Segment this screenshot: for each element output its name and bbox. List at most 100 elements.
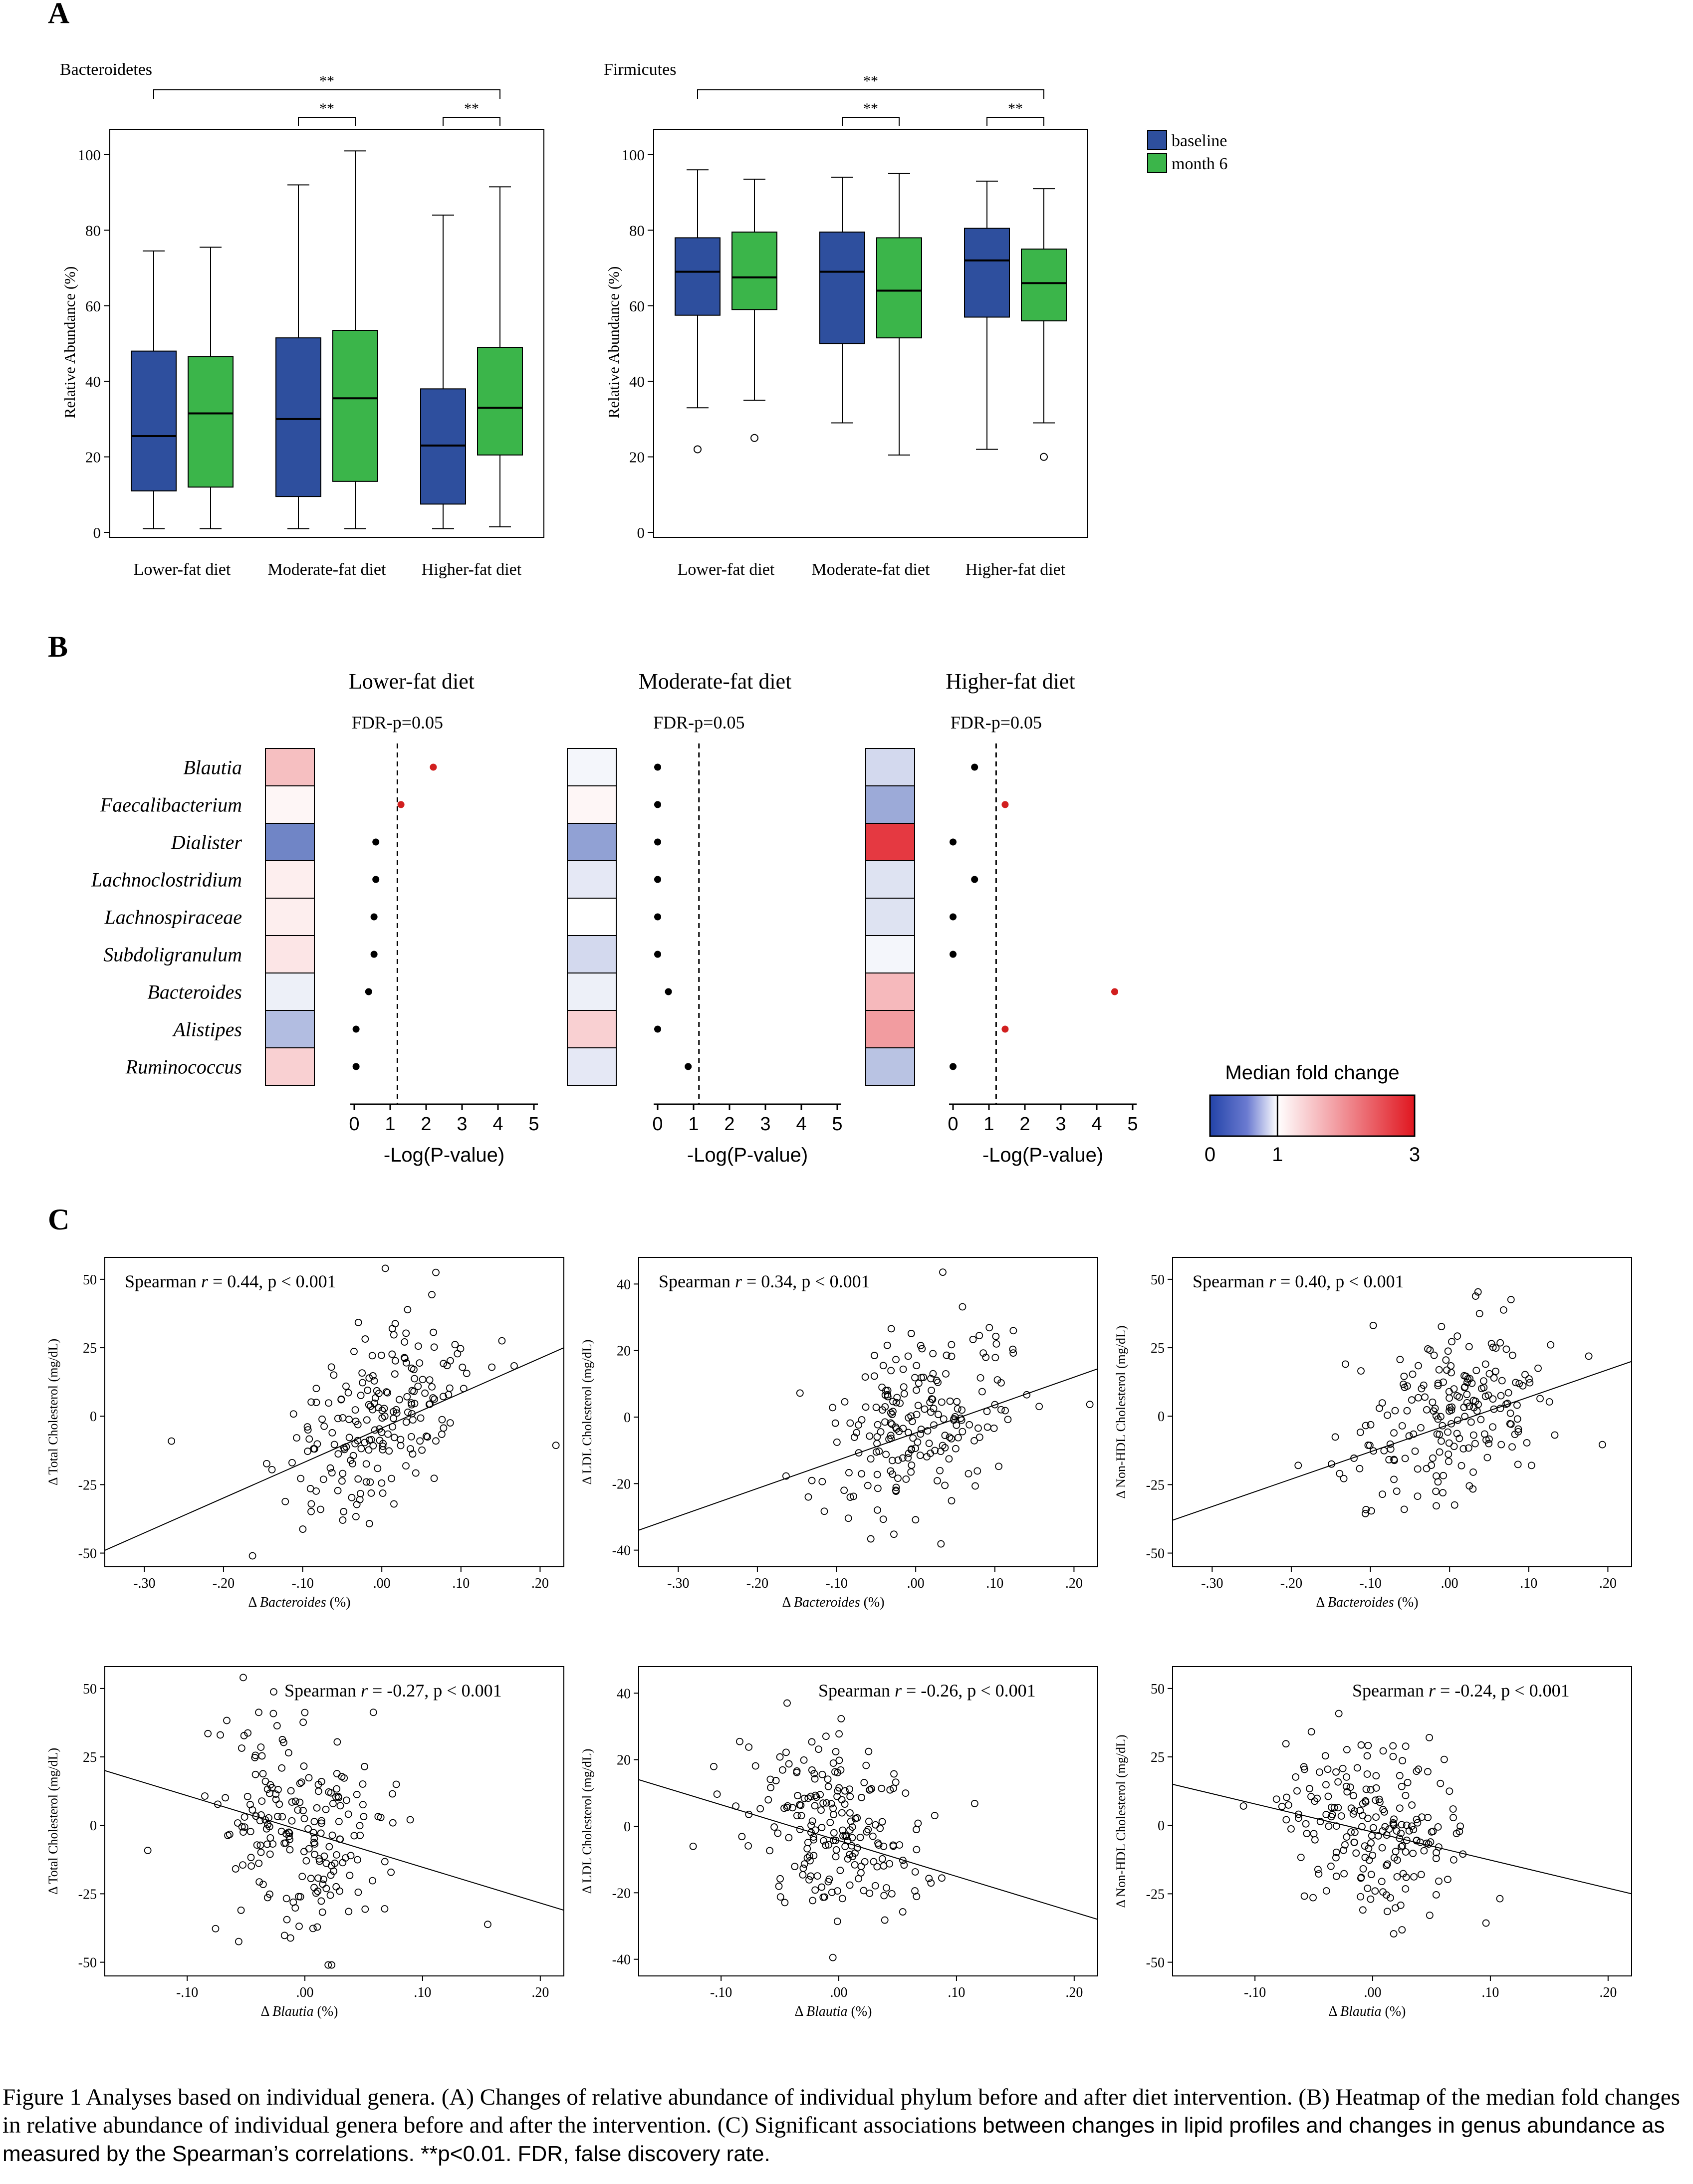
x-tick-label: 5 (528, 1114, 539, 1135)
x-axis-label: Δ Blautia (%) (261, 2004, 338, 2019)
scatter-point (886, 1860, 894, 1868)
scatter-point (1429, 1454, 1437, 1462)
scatter-point (362, 1478, 370, 1486)
scatter-point (832, 1846, 840, 1854)
x-label-pre: Δ (1329, 2004, 1340, 2019)
scatter-point (397, 1436, 405, 1444)
scatter-point (1536, 1395, 1544, 1403)
stat-rest: = -0.24, p < 0.001 (1436, 1681, 1570, 1700)
scatter-point (305, 1774, 313, 1782)
plot-frame (653, 129, 1088, 538)
legend-swatch (1147, 153, 1167, 173)
scatter-point (830, 1829, 838, 1837)
scatter-point (1393, 1827, 1401, 1835)
scatter-point (1359, 1906, 1367, 1914)
scatter-point (1332, 1848, 1340, 1856)
scatter-point (381, 1905, 389, 1913)
scatter-point (401, 1355, 409, 1362)
p-value-point (372, 838, 380, 846)
scatter-point (900, 1383, 908, 1391)
scatter-point (303, 1423, 311, 1431)
scatter-point (338, 1773, 346, 1780)
x-tick-label: 4 (492, 1114, 503, 1135)
scatter-point (861, 1858, 869, 1866)
scatter-point (1357, 1367, 1365, 1375)
x-tick-label: -.30 (133, 1576, 155, 1591)
scatter-point (807, 1828, 815, 1836)
scatter-point (803, 1854, 811, 1862)
scatter-point (391, 1357, 399, 1365)
x-axis-label: Δ Blautia (%) (1329, 2004, 1406, 2019)
scatter-point (1330, 1804, 1338, 1812)
scatter-point (365, 1446, 373, 1454)
scatter-point (294, 1806, 302, 1814)
scatter-point (283, 1916, 291, 1924)
scatter-point (319, 1880, 327, 1888)
scatter-point (381, 1413, 389, 1420)
scatter-point (325, 1843, 333, 1851)
stat-pre: Spearman (1193, 1271, 1269, 1291)
scatter-point (1477, 1416, 1485, 1424)
scatter-point (269, 1840, 277, 1848)
p-value-point (365, 988, 372, 995)
scatter-point (862, 1761, 870, 1769)
scatter-point (389, 1819, 397, 1827)
scatter-point (921, 1405, 929, 1413)
scatter-point (313, 1923, 321, 1931)
scatter-point (334, 1415, 342, 1423)
scatter-point (333, 1738, 341, 1746)
x-tick-label: 4 (1091, 1114, 1102, 1135)
scatter-point (890, 1842, 897, 1850)
heat-cell (567, 860, 617, 899)
scatter-point (365, 1401, 373, 1409)
x-category-label: Lower-fat diet (678, 560, 775, 579)
scatter-point (1521, 1371, 1529, 1379)
scatter-point (992, 1340, 1000, 1348)
scatter-point (838, 1809, 846, 1817)
scatter-point (1310, 1830, 1318, 1838)
scatter-plot: -50 -25 0 25 50 -.30 -.20 -.10 .00 .10 .20 Δ Non-HD… (1114, 1257, 1632, 1610)
y-tick-label: 0 (93, 524, 101, 541)
scatter-point (1389, 1742, 1397, 1750)
x-tick-label: 3 (1055, 1114, 1066, 1135)
scatter-point (912, 1516, 920, 1524)
scatter-point (1398, 1843, 1405, 1851)
significant-point (1111, 988, 1118, 995)
scatter-point (274, 1786, 282, 1794)
scatter-point (510, 1362, 518, 1370)
scatter-point (318, 1415, 326, 1423)
scatter-point (892, 1399, 900, 1407)
scatter-point (297, 1778, 305, 1786)
scatter-point (971, 1482, 979, 1490)
scatter-point (776, 1875, 784, 1883)
scatter-point (1307, 1793, 1315, 1800)
significant-point (1001, 1025, 1009, 1033)
scatter-point (1435, 1877, 1443, 1885)
scatter-point (345, 1434, 353, 1442)
scatter-point (1367, 1871, 1375, 1878)
scatter-point (1423, 1406, 1431, 1414)
x-tick-label: -.30 (667, 1576, 689, 1591)
y-axis-label: Δ Non-HDL Cholesterol (mg/dL) (1114, 1734, 1128, 1908)
y-tick-label: 60 (629, 297, 645, 315)
scatter-point (713, 1790, 721, 1798)
scatter-point (237, 1906, 245, 1914)
scatter-point (889, 1398, 897, 1406)
scatter-point (1350, 1838, 1358, 1846)
scatter-point (926, 1399, 934, 1406)
scatter-point (339, 1469, 347, 1477)
stat-r: r (361, 1681, 368, 1700)
scatter-point (811, 1802, 819, 1810)
scatter-point (251, 1751, 259, 1759)
scatter-point (1490, 1374, 1498, 1382)
scatter-point (302, 1857, 310, 1865)
scatter-point (1437, 1413, 1445, 1421)
scatter-point (305, 1435, 313, 1443)
scatter-point (1300, 1892, 1308, 1900)
scatter-point (913, 1386, 920, 1394)
scatter-point (858, 1794, 865, 1801)
scatter-point (361, 1335, 369, 1343)
scatter-point (389, 1790, 396, 1798)
scatter-point (793, 1768, 801, 1776)
stat-rest: = -0.27, p < 0.001 (368, 1681, 502, 1700)
